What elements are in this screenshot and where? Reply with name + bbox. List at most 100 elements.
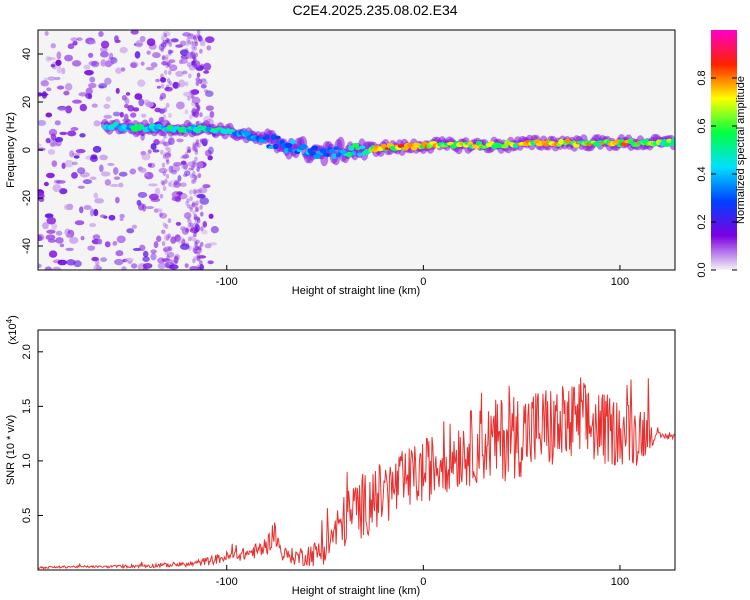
noise-speckle <box>127 104 135 112</box>
noise-speckle <box>179 243 190 250</box>
x-tick-label: 0 <box>420 276 426 288</box>
noise-speckle <box>55 59 62 66</box>
noise-speckle <box>154 107 162 113</box>
noise-speckle <box>160 180 165 186</box>
noise-speckle <box>131 224 138 229</box>
noise-speckle <box>208 146 214 155</box>
noise-speckle <box>119 217 124 222</box>
ridge-cell <box>311 145 319 151</box>
noise-speckle <box>56 65 62 74</box>
noise-speckle <box>100 51 109 58</box>
noise-speckle <box>72 40 78 46</box>
noise-speckle <box>199 204 203 210</box>
noise-speckle <box>164 262 169 268</box>
noise-speckle <box>47 239 57 243</box>
noise-speckle <box>59 243 65 248</box>
ridge-cell <box>473 145 480 150</box>
noise-speckle <box>167 150 171 156</box>
noise-speckle <box>118 182 124 188</box>
noise-speckle <box>52 266 62 270</box>
noise-speckle <box>184 263 189 269</box>
noise-speckle <box>207 260 214 265</box>
noise-speckle <box>181 227 190 235</box>
noise-speckle <box>98 31 104 37</box>
noise-speckle <box>64 203 73 211</box>
y-multiplier-label: (x104) <box>5 315 20 345</box>
noise-speckle <box>94 198 105 204</box>
noise-speckle <box>51 160 58 167</box>
noise-speckle <box>167 62 171 68</box>
noise-speckle <box>192 210 196 216</box>
noise-speckle <box>163 141 167 147</box>
noise-speckle <box>193 61 198 67</box>
noise-speckle <box>176 236 186 244</box>
noise-speckle <box>55 237 64 244</box>
noise-speckle <box>165 235 170 241</box>
noise-speckle <box>112 111 121 117</box>
noise-speckle <box>70 37 79 42</box>
noise-speckle <box>159 193 164 199</box>
noise-speckle <box>199 48 203 54</box>
noise-speckle <box>104 179 111 186</box>
noise-speckle <box>185 200 189 206</box>
noise-speckle <box>168 181 172 187</box>
ridge-cell <box>666 138 673 144</box>
noise-speckle <box>59 188 68 195</box>
noise-speckle <box>168 59 176 63</box>
noise-speckle <box>38 263 42 269</box>
noise-speckle <box>202 184 211 189</box>
noise-speckle <box>45 234 56 241</box>
noise-speckle <box>160 60 168 66</box>
noise-speckle <box>179 49 189 56</box>
noise-speckle <box>142 267 149 270</box>
noise-speckle <box>195 223 199 229</box>
noise-speckle <box>160 73 164 79</box>
noise-speckle <box>179 182 187 187</box>
noise-speckle <box>168 245 172 251</box>
noise-speckle <box>196 193 206 199</box>
noise-speckle <box>49 139 56 148</box>
noise-speckle <box>141 153 151 161</box>
noise-speckle <box>163 32 168 38</box>
noise-speckle <box>194 41 199 47</box>
snr-plot <box>38 377 675 570</box>
noise-speckle <box>162 186 167 192</box>
noise-speckle <box>99 164 104 173</box>
noise-speckle <box>184 212 192 220</box>
noise-speckle <box>199 138 204 144</box>
noise-speckle <box>169 64 178 72</box>
noise-speckle <box>168 138 173 144</box>
noise-speckle <box>130 30 139 35</box>
noise-speckle <box>168 60 172 66</box>
noise-speckle <box>186 62 191 68</box>
noise-speckle <box>159 96 163 102</box>
noise-speckle <box>71 60 82 67</box>
noise-speckle <box>182 32 192 37</box>
noise-speckle <box>141 113 147 118</box>
noise-speckle <box>166 61 171 67</box>
noise-speckle <box>192 174 196 180</box>
noise-speckle <box>171 191 181 199</box>
noise-speckle <box>196 30 201 35</box>
noise-speckle <box>44 266 52 270</box>
noise-speckle <box>50 43 56 49</box>
noise-speckle <box>163 69 168 75</box>
noise-speckle <box>174 179 179 185</box>
noise-speckle <box>191 44 195 50</box>
noise-speckle <box>203 70 210 74</box>
colorbar-tick-label: 0.4 <box>696 166 708 181</box>
noise-speckle <box>69 236 79 244</box>
spectrogram-plot <box>38 30 675 270</box>
noise-speckle <box>166 37 170 43</box>
noise-speckle <box>150 143 157 151</box>
noise-speckle <box>46 172 55 179</box>
ridge-cell <box>475 140 483 146</box>
noise-speckle <box>160 229 166 235</box>
noise-speckle <box>46 216 57 225</box>
noise-speckle <box>73 155 80 159</box>
noise-speckle <box>185 50 189 56</box>
noise-speckle <box>205 149 212 157</box>
noise-speckle <box>138 167 147 173</box>
noise-speckle <box>184 151 189 157</box>
noise-speckle <box>165 84 170 90</box>
